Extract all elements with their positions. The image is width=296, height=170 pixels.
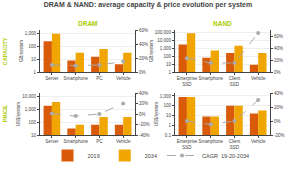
svg-text:0%: 0% xyxy=(139,112,146,117)
svg-text:US$/system: US$/system xyxy=(16,102,21,127)
svg-text:1,000: 1,000 xyxy=(160,46,172,51)
svg-text:DRAM: DRAM xyxy=(78,20,98,27)
svg-text:CAGR 19-20-2034: CAGR 19-20-2034 xyxy=(202,153,249,159)
svg-text:EnterpriseSSD: EnterpriseSSD xyxy=(177,139,198,150)
svg-text:40%: 40% xyxy=(139,42,148,47)
svg-text:Vehicle: Vehicle xyxy=(251,139,266,144)
svg-text:40%: 40% xyxy=(139,91,148,96)
svg-text:EnterpriseSSD: EnterpriseSSD xyxy=(177,76,198,87)
svg-text:2034: 2034 xyxy=(145,153,157,159)
svg-text:US$/system: US$/system xyxy=(154,102,159,127)
svg-text:Vehicle: Vehicle xyxy=(116,76,131,81)
svg-text:1: 1 xyxy=(34,70,37,75)
svg-text:0%: 0% xyxy=(139,70,146,75)
svg-text:10: 10 xyxy=(31,57,37,62)
svg-text:Server: Server xyxy=(45,139,59,144)
svg-text:0%: 0% xyxy=(274,70,281,75)
svg-text:-40%: -40% xyxy=(139,133,150,138)
svg-text:0.1: 0.1 xyxy=(165,133,172,138)
svg-text:-20%: -20% xyxy=(139,122,150,127)
svg-text:-20%: -20% xyxy=(274,133,285,138)
svg-text:Smartphone: Smartphone xyxy=(198,76,223,81)
svg-text:ClientSSD: ClientSSD xyxy=(229,76,241,87)
svg-text:DRAM & NAND: average capacity: DRAM & NAND: average capacity & price ev… xyxy=(44,1,253,9)
svg-text:2019: 2019 xyxy=(88,153,100,159)
svg-text:100: 100 xyxy=(164,103,172,108)
svg-text:60%: 60% xyxy=(274,34,283,39)
svg-text:Vehicle: Vehicle xyxy=(251,76,266,81)
svg-text:0%: 0% xyxy=(274,119,281,124)
svg-text:ClientSSD: ClientSSD xyxy=(229,139,241,150)
svg-text:10,000: 10,000 xyxy=(22,94,36,99)
svg-text:20%: 20% xyxy=(139,101,148,106)
svg-text:NAND: NAND xyxy=(213,20,232,27)
svg-text:PC: PC xyxy=(96,76,103,81)
svg-text:Smartphone: Smartphone xyxy=(63,139,88,144)
svg-text:20%: 20% xyxy=(274,58,283,63)
svg-text:PC: PC xyxy=(96,139,103,144)
svg-text:1: 1 xyxy=(169,123,172,128)
svg-text:100: 100 xyxy=(29,44,37,49)
svg-text:PRICE: PRICE xyxy=(2,105,8,122)
svg-text:1: 1 xyxy=(169,70,172,75)
svg-text:10,000: 10,000 xyxy=(157,38,171,43)
svg-text:10: 10 xyxy=(166,113,172,118)
svg-text:100: 100 xyxy=(29,120,37,125)
svg-text:GB/system: GB/system xyxy=(149,40,154,62)
svg-text:20%: 20% xyxy=(274,105,283,110)
svg-text:Server: Server xyxy=(45,76,59,81)
svg-text:Smartphone: Smartphone xyxy=(63,76,88,81)
svg-text:100,000: 100,000 xyxy=(155,30,172,35)
svg-text:Smartphone: Smartphone xyxy=(198,139,223,144)
svg-text:10: 10 xyxy=(166,62,172,67)
svg-text:1,000: 1,000 xyxy=(160,94,172,99)
svg-text:20%: 20% xyxy=(139,56,148,61)
svg-text:Vehicle: Vehicle xyxy=(116,139,131,144)
svg-text:1,000: 1,000 xyxy=(25,107,37,112)
svg-text:100: 100 xyxy=(164,54,172,59)
svg-text:10: 10 xyxy=(31,133,37,138)
svg-text:40%: 40% xyxy=(274,46,283,51)
svg-text:GB/system: GB/system xyxy=(19,40,24,62)
svg-text:1,000: 1,000 xyxy=(25,31,37,36)
svg-text:60%: 60% xyxy=(139,28,148,33)
svg-text:CAPACITY: CAPACITY xyxy=(2,37,8,65)
svg-text:40%: 40% xyxy=(274,91,283,96)
